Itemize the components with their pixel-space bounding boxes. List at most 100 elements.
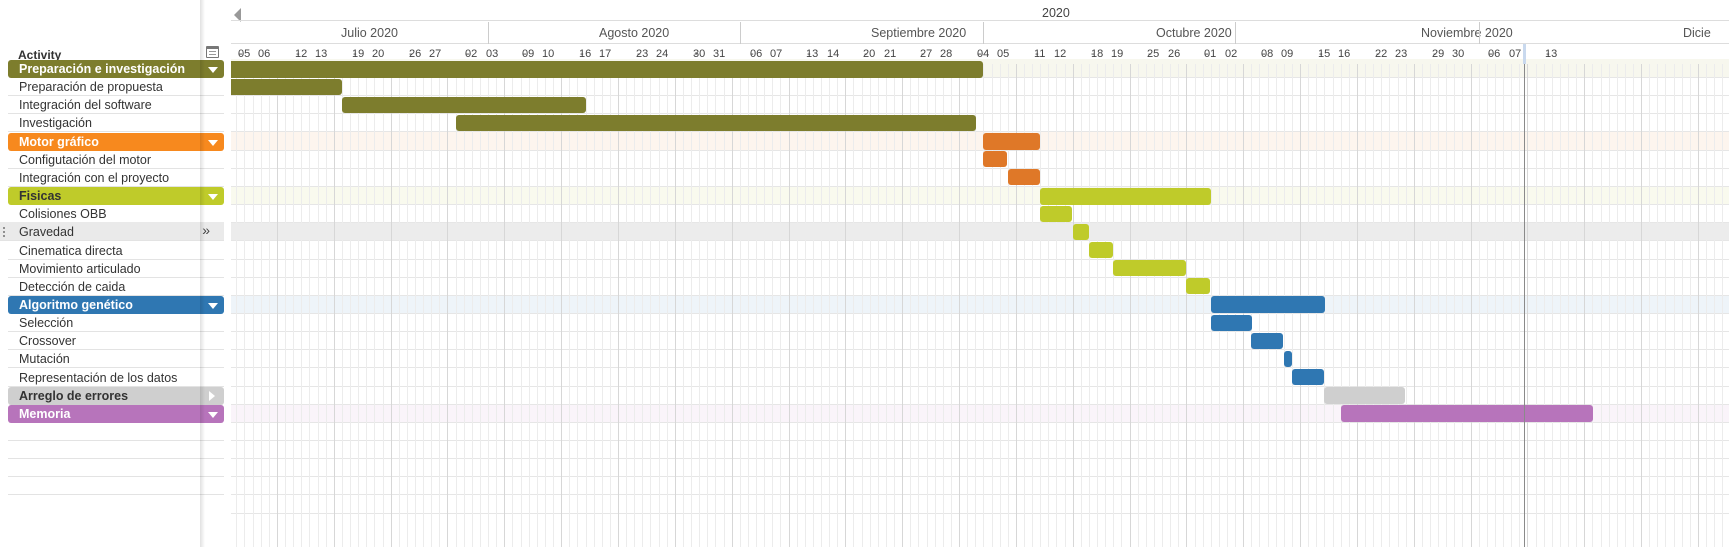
grid-vline [553, 64, 554, 547]
activity-group-row[interactable]: Motor gráfico [8, 132, 224, 151]
group-bar[interactable] [1040, 188, 1211, 205]
task-bar[interactable] [1211, 315, 1252, 331]
grid-vline [447, 64, 448, 547]
grid-hline [231, 258, 1729, 260]
group-bar[interactable] [1211, 296, 1325, 313]
group-bar[interactable] [231, 61, 983, 78]
activity-task-row[interactable]: Mutación [8, 349, 224, 369]
activity-task-row[interactable]: Representación de los datos [8, 368, 224, 387]
activity-group-row[interactable]: Preparación e investigación [8, 60, 224, 78]
grid-vline [683, 64, 684, 547]
grid-vline [277, 64, 278, 547]
activity-task-row[interactable]: Crossover [8, 331, 224, 351]
group-bar[interactable] [983, 133, 1040, 150]
activity-group-row[interactable]: Algoritmo genético [8, 295, 224, 314]
task-bar[interactable] [1113, 260, 1186, 276]
grid-vline [1544, 64, 1545, 547]
today-marker-head [1523, 44, 1526, 64]
grid-vline [610, 64, 611, 547]
grid-vline [1430, 64, 1431, 547]
grid-vline [358, 64, 359, 547]
grid-vline [1414, 64, 1415, 547]
activity-task-row[interactable]: Selección [8, 313, 224, 333]
activity-task-row[interactable]: Detección de caida [8, 277, 224, 296]
grid-vline [748, 64, 749, 547]
timeline-panel[interactable]: 2020 -05 06-12 13-19 20-26 27-02 03-09 10-16 17… [231, 0, 1729, 547]
day-label: 12 [1054, 48, 1067, 60]
day-label: - [296, 48, 300, 60]
day-label: 24 [656, 48, 669, 60]
empty-row [8, 476, 224, 478]
grid-vline [1487, 64, 1488, 547]
task-bar[interactable] [1073, 224, 1089, 240]
task-bar[interactable] [456, 115, 976, 131]
activity-task-row[interactable]: Movimiento articulado [8, 259, 224, 278]
activity-task-row[interactable]: Integración con el proyecto [8, 168, 224, 187]
activity-task-row[interactable]: Investigación [8, 113, 224, 133]
chevron-down-icon[interactable] [208, 302, 218, 309]
task-bar[interactable] [983, 151, 1007, 167]
group-bar[interactable] [1341, 405, 1593, 422]
activity-task-row[interactable]: Configutación del motor [8, 150, 224, 169]
chevron-down-icon[interactable] [208, 194, 218, 201]
grid-vline [1398, 64, 1399, 547]
grid-vline [456, 64, 457, 547]
task-bar[interactable] [342, 97, 586, 113]
task-bar[interactable] [231, 79, 342, 95]
grid-vline [951, 64, 952, 547]
day-label: 20 [372, 48, 385, 60]
day-label: 19 [352, 48, 365, 60]
activity-label: Crossover [19, 334, 76, 349]
grid-vline [626, 64, 627, 547]
scroll-left-icon[interactable] [234, 8, 241, 22]
day-label: 01 [1204, 48, 1217, 60]
activity-label: Arreglo de errores [19, 388, 129, 403]
grid-vline [740, 64, 741, 547]
activity-label: Configutación del motor [19, 152, 152, 167]
grid-vline [1146, 64, 1147, 547]
chevron-down-icon[interactable] [208, 139, 218, 146]
grid-vline [1682, 64, 1683, 547]
grid-vline [1089, 64, 1090, 547]
task-bar[interactable] [1089, 242, 1113, 258]
grid-vline [650, 64, 651, 547]
activity-task-row[interactable]: Cinematica directa [8, 241, 224, 260]
task-bar[interactable] [1292, 369, 1324, 385]
group-bar[interactable] [1324, 387, 1405, 404]
grid-vline [789, 64, 790, 547]
grid-hline [231, 349, 1729, 351]
chevron-right-icon[interactable] [209, 390, 215, 401]
drag-handle-icon[interactable] [3, 226, 5, 238]
grid-vline [504, 64, 505, 547]
chevron-down-icon[interactable] [208, 411, 218, 418]
task-bar[interactable] [1186, 278, 1210, 294]
grid-vline [1560, 64, 1561, 547]
day-label: 27 [920, 48, 933, 60]
activity-group-row[interactable]: Fisicas [8, 187, 224, 206]
activity-task-row[interactable]: Integración del software [8, 95, 224, 115]
grid-vline [870, 64, 871, 547]
activity-group-row[interactable]: Memoria [8, 404, 224, 423]
day-label: - [580, 48, 584, 60]
activity-group-row[interactable]: Arreglo de errores [8, 386, 224, 405]
grid-vline [715, 64, 716, 547]
activity-label: Gravedad [19, 225, 74, 240]
grid-vline [772, 64, 773, 547]
expand-icon[interactable]: » [202, 222, 210, 239]
calendar-icon[interactable] [206, 46, 219, 58]
chevron-down-icon[interactable] [208, 67, 218, 73]
activity-label: Preparación e investigación [19, 62, 186, 76]
task-bar[interactable] [1251, 333, 1283, 349]
activity-task-row[interactable]: Gravedad » [0, 222, 224, 242]
month-label: Noviembre 2020 [1421, 26, 1513, 40]
task-bar[interactable] [1040, 206, 1072, 222]
day-label: 07 [770, 48, 783, 60]
task-bar[interactable] [1284, 351, 1292, 367]
task-bar[interactable] [1008, 169, 1040, 185]
activity-task-row[interactable]: Colisiones OBB [8, 204, 224, 224]
activity-label: Representación de los datos [19, 370, 178, 385]
grid-hline [231, 476, 1729, 478]
activity-task-row[interactable]: Preparación de propuesta [8, 77, 224, 97]
grid-vline [642, 64, 643, 547]
